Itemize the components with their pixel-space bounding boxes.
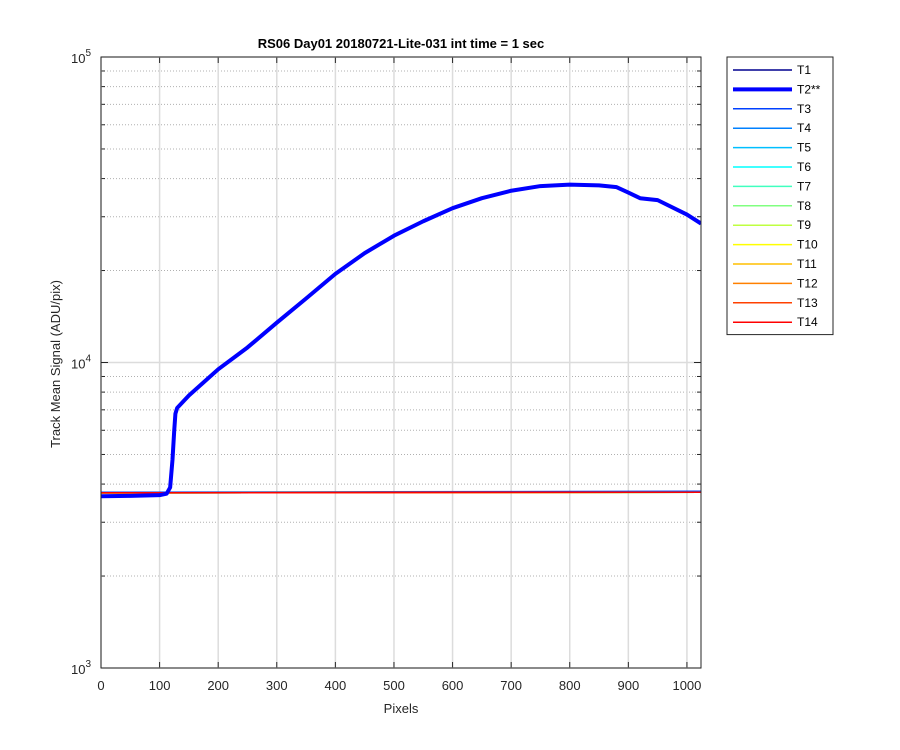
x-tick-label: 200	[207, 678, 229, 693]
legend-label[interactable]: T4	[797, 121, 811, 135]
legend-label[interactable]: T5	[797, 141, 811, 155]
x-tick-label: 800	[559, 678, 581, 693]
y-tick-label: 105	[71, 48, 91, 66]
x-tick-label: 300	[266, 678, 288, 693]
legend-label[interactable]: T13	[797, 296, 818, 310]
y-tick-label: 104	[71, 354, 91, 372]
x-tick-label: 500	[383, 678, 405, 693]
x-tick-label: 100	[149, 678, 171, 693]
x-tick-label: 1000	[672, 678, 701, 693]
x-tick-label: 600	[442, 678, 464, 693]
y-tick-label: 103	[71, 659, 91, 677]
legend-box	[726, 56, 834, 336]
legend-label[interactable]: T6	[797, 160, 811, 174]
legend-label[interactable]: T7	[797, 179, 811, 193]
x-tick-label: 900	[617, 678, 639, 693]
series-line-t14	[101, 491, 701, 494]
legend-label[interactable]: T1	[797, 63, 811, 77]
y-axis-label: Track Mean Signal (ADU/pix)	[48, 280, 63, 448]
legend[interactable]: T1 T2** T3 T4 T5 T6 T7 T8 T9 T10 T11 T12 T13 T14	[726, 56, 834, 336]
legend-label[interactable]: T10	[797, 238, 818, 252]
series-line-t2	[101, 182, 701, 499]
legend-label[interactable]: T11	[797, 257, 817, 271]
legend-label[interactable]: T2**	[797, 82, 821, 96]
legend-label[interactable]: T12	[797, 276, 818, 290]
axes-box	[100, 56, 702, 669]
legend-label[interactable]: T9	[797, 218, 811, 232]
legend-label[interactable]: T3	[797, 102, 811, 116]
chart-title: RS06 Day01 20180721-Lite-031 int time = …	[258, 36, 545, 51]
x-axis-label: Pixels	[384, 701, 419, 716]
plot-area: 0 100 200 300 400 500 600 700 800 900 1000 103 104 10…	[71, 48, 702, 693]
x-tick-label: 0	[97, 678, 104, 693]
x-tick-label: 400	[325, 678, 347, 693]
legend-label[interactable]: T8	[797, 199, 811, 213]
x-tick-label: 700	[500, 678, 522, 693]
legend-label[interactable]: T14	[797, 315, 818, 329]
